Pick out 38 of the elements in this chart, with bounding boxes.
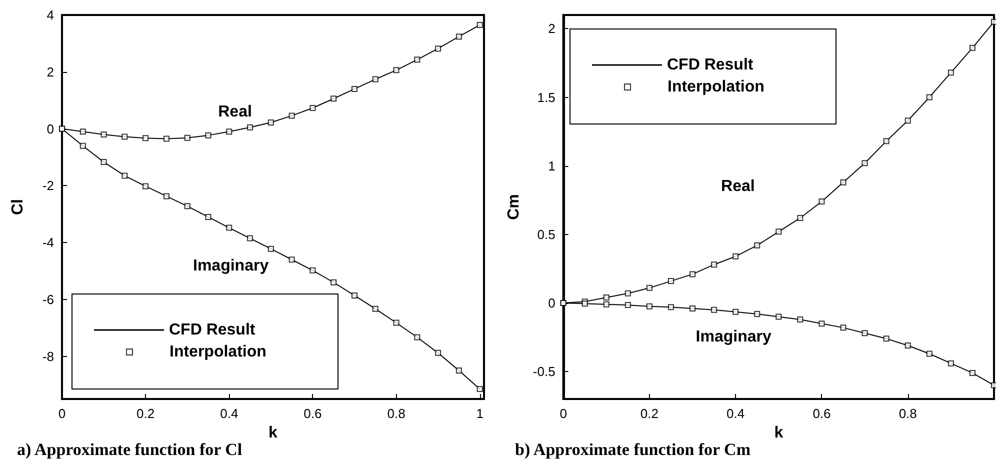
annotation: Imaginary [696,328,772,346]
x-tick-label: 0.6 [304,406,322,421]
x-tick-label: 0.2 [136,406,155,421]
x-tick-label: 0 [560,406,567,421]
text: a) Approximate function for Cl [17,440,242,459]
annotation: Real [721,178,755,195]
y-tick-label: -0.5 [532,364,556,380]
y-tick-label: -6 [42,292,54,307]
x-axis-title: k [268,424,278,442]
x-tick-label: 0.2 [640,406,658,421]
x-tick-label: 1 [476,406,484,421]
y-tick-label: 4 [46,8,54,22]
x-tick-label: 0 [58,406,66,421]
x-tick-label: 0.8 [387,406,406,421]
y-tick-label: 0.5 [537,226,556,242]
legend-label: CFD Result [169,322,256,338]
y-axis-title: Cm [506,194,522,220]
legend-label: CFD Result [667,56,754,74]
y-tick-label: 2 [548,21,556,36]
x-tick-label: 0.8 [898,406,917,421]
y-tick-label: 0 [548,296,556,310]
annotation: Imaginary [193,258,269,275]
text: b) Approximate function for Cm [515,440,750,459]
y-tick-label: -4 [42,235,54,250]
y-tick-label: 1 [548,158,556,174]
x-tick-label: 0.4 [220,406,238,421]
x-axis-title: k [774,424,784,442]
y-tick-label: -8 [42,348,54,364]
legend-label: Interpolation [668,78,764,96]
y-tick-label: 2 [46,64,54,80]
x-tick-label: 0.6 [812,406,831,421]
y-tick-label: 1.5 [537,90,556,105]
x-tick-label: 0.4 [726,406,745,421]
annotation: Real [218,104,252,121]
y-tick-label: 0 [46,121,54,136]
y-axis-title: Cl [10,199,26,215]
y-tick-label: -2 [42,178,54,194]
legend-label: Interpolation [170,344,266,360]
